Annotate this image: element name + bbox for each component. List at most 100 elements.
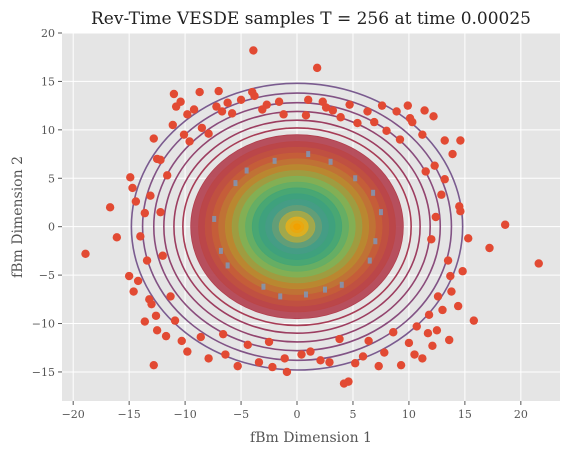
sample-point: [185, 137, 193, 145]
sample-point: [441, 136, 449, 144]
sample-point: [433, 326, 441, 334]
sample-point: [183, 347, 191, 355]
sample-point: [302, 111, 310, 119]
sample-point: [113, 233, 121, 241]
sample-point: [169, 121, 177, 129]
sample-point: [156, 208, 164, 216]
sample-marker: [304, 291, 308, 297]
sample-marker: [368, 258, 372, 264]
sample-point: [129, 287, 137, 295]
x-tick-label: 0: [294, 408, 301, 421]
sample-point: [335, 335, 343, 343]
sample-point: [427, 235, 435, 243]
y-tick-label: 20: [41, 27, 55, 40]
sample-point: [143, 256, 151, 264]
sample-marker: [323, 287, 327, 293]
sample-point: [265, 338, 273, 346]
sample-point: [171, 316, 179, 324]
sample-point: [125, 272, 133, 280]
sample-point: [456, 207, 464, 215]
sample-point: [128, 184, 136, 192]
sample-point: [126, 173, 134, 181]
sample-point: [166, 292, 174, 300]
sample-point: [429, 112, 437, 120]
sample-point: [445, 336, 453, 344]
sample-point: [313, 64, 321, 72]
sample-point: [190, 105, 198, 113]
sample-marker: [219, 248, 223, 254]
sample-point: [178, 337, 186, 345]
sample-point: [437, 191, 445, 199]
sample-point: [152, 312, 160, 320]
sample-point: [363, 107, 371, 115]
sample-point: [444, 256, 452, 264]
x-axis-label: fBm Dimension 1: [250, 430, 372, 446]
sample-point: [418, 130, 426, 138]
sample-point: [221, 350, 229, 358]
sample-point: [258, 105, 266, 113]
sample-marker: [329, 159, 333, 165]
sample-point: [204, 130, 212, 138]
y-tick-label: −5: [39, 269, 55, 282]
contour-level: [294, 224, 301, 230]
sample-marker: [340, 282, 344, 288]
sample-point: [183, 110, 191, 118]
sample-point: [237, 96, 245, 104]
sample-point: [304, 96, 312, 104]
sample-point: [306, 347, 314, 355]
sample-point: [249, 46, 257, 54]
sample-point: [389, 328, 397, 336]
sample-point: [370, 118, 378, 126]
sample-point: [340, 379, 348, 387]
sample-point: [136, 232, 144, 240]
sample-point: [458, 267, 466, 275]
sample-point: [223, 99, 231, 107]
y-tick-label: 0: [48, 221, 55, 234]
sample-point: [353, 119, 361, 127]
sample-point: [233, 362, 241, 370]
sample-point: [382, 127, 390, 135]
x-tick-label: −15: [118, 408, 141, 421]
sample-point: [180, 130, 188, 138]
sample-point: [441, 175, 449, 183]
sample-point: [281, 354, 289, 362]
sample-point: [396, 135, 404, 143]
sample-marker: [379, 209, 383, 215]
sample-point: [422, 167, 430, 175]
y-tick-label: −15: [32, 366, 55, 379]
sample-point: [150, 361, 158, 369]
sample-point: [255, 358, 263, 366]
sample-point: [413, 322, 421, 330]
sample-marker: [273, 158, 277, 164]
sample-point: [447, 287, 455, 295]
sample-point: [380, 348, 388, 356]
sample-marker: [278, 293, 282, 299]
sample-point: [134, 277, 142, 285]
y-tick-label: 15: [41, 75, 55, 88]
sample-point: [275, 98, 283, 106]
y-tick-label: −10: [32, 318, 55, 331]
sample-marker: [261, 284, 265, 290]
sample-point: [424, 329, 432, 337]
sample-point: [141, 317, 149, 325]
sample-point: [322, 103, 330, 111]
sample-point: [535, 259, 543, 267]
sample-point: [454, 302, 462, 310]
sample-point: [163, 171, 171, 179]
sample-marker: [306, 151, 310, 157]
sample-point: [425, 311, 433, 319]
sample-point: [364, 337, 372, 345]
sample-point: [375, 362, 383, 370]
sample-point: [470, 316, 478, 324]
sample-marker: [373, 238, 377, 244]
sample-point: [405, 339, 413, 347]
sample-marker: [371, 190, 375, 196]
sample-point: [176, 98, 184, 106]
sample-point: [145, 295, 153, 303]
sample-point: [420, 106, 428, 114]
sample-point: [150, 134, 158, 142]
x-tick-label: 5: [349, 408, 356, 421]
sample-point: [351, 359, 359, 367]
sample-point: [408, 118, 416, 126]
